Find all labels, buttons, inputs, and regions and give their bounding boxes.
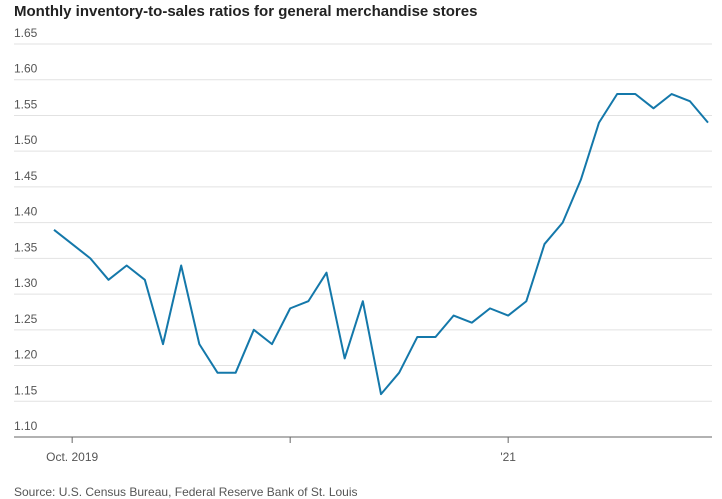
y-tick-label: 1.55 — [14, 97, 38, 111]
y-tick-label: 1.65 — [14, 26, 38, 40]
chart-title: Monthly inventory-to-sales ratios for ge… — [14, 3, 477, 20]
y-tick-label: 1.30 — [14, 276, 38, 290]
data-line — [53, 93, 709, 396]
source-note: Source: U.S. Census Bureau, Federal Rese… — [14, 485, 358, 499]
x-tick-label: Oct. 2019 — [46, 450, 98, 464]
y-tick-label: 1.40 — [14, 205, 38, 219]
y-tick-label: 1.35 — [14, 240, 38, 254]
y-tick-label: 1.45 — [14, 169, 38, 183]
y-tick-label: 1.50 — [14, 133, 38, 147]
y-tick-label: 1.60 — [14, 62, 38, 76]
y-tick-label: 1.15 — [14, 383, 38, 397]
x-tick-label: '21 — [500, 450, 516, 464]
y-tick-label: 1.25 — [14, 312, 38, 326]
y-tick-label: 1.20 — [14, 348, 38, 362]
y-tick-label: 1.10 — [14, 419, 38, 433]
